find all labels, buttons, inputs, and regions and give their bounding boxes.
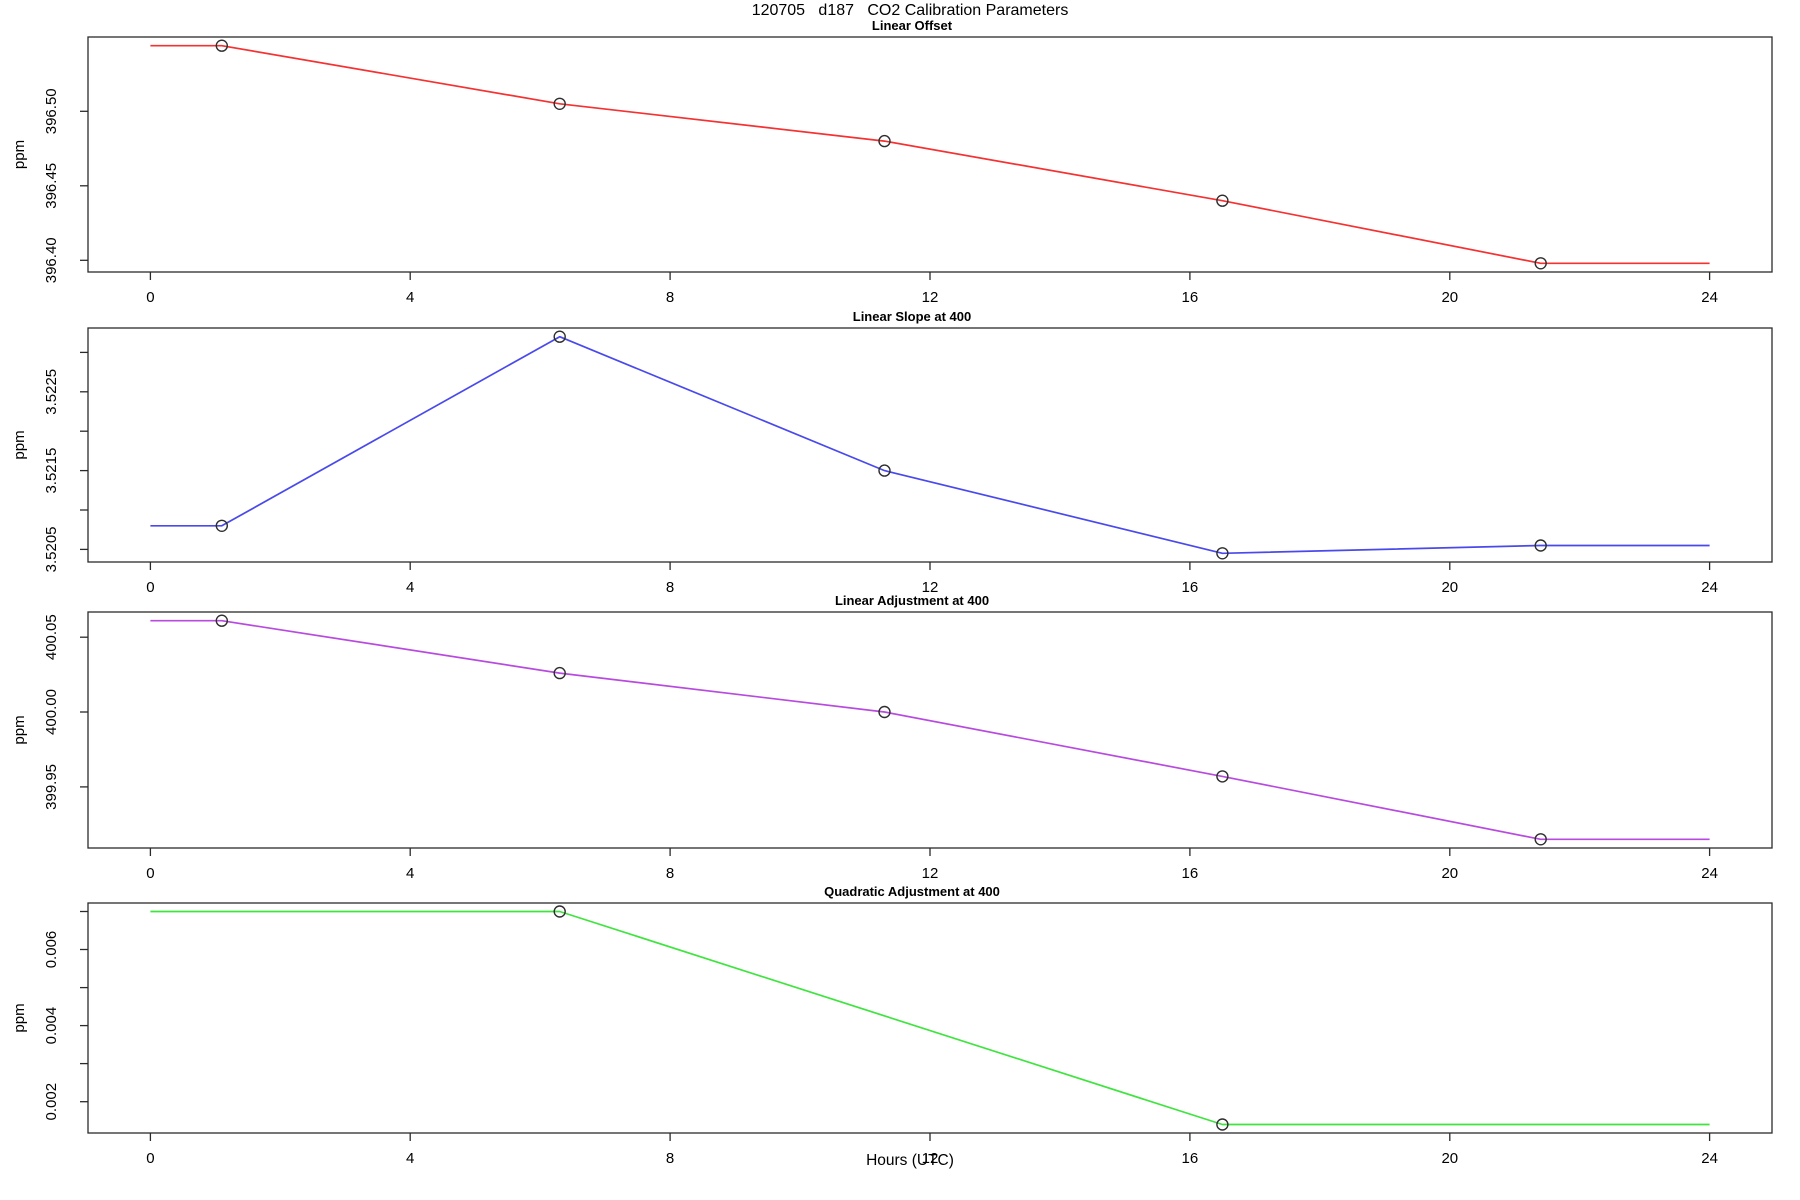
data-line: [150, 619, 1710, 841]
y-tick-label: 0.002: [43, 1083, 60, 1121]
x-tick-label: 4: [406, 865, 414, 882]
x-tick-label: 16: [1182, 289, 1199, 306]
data-point-marker: [215, 614, 229, 627]
data-point-marker: [878, 134, 891, 148]
x-tick-label: 24: [1701, 1150, 1718, 1167]
x-tick-label: 4: [406, 289, 414, 306]
x-tick-label: 20: [1441, 579, 1458, 596]
y-axis-label: ppm: [11, 715, 28, 744]
x-axis-label: Hours (UTC): [866, 1152, 954, 1169]
x-tick-label: 0: [146, 1150, 154, 1167]
x-tick-label: 12: [922, 579, 939, 596]
y-axis-label: ppm: [11, 430, 28, 459]
data-point-marker: [1216, 194, 1229, 207]
y-axis-label: ppm: [11, 1003, 28, 1032]
data-point-marker: [553, 330, 566, 343]
data-point-marker: [553, 97, 566, 111]
data-point-marker: [878, 464, 891, 477]
x-tick-label: 12: [922, 865, 939, 882]
y-tick-label: 396.50: [43, 88, 60, 134]
x-tick-label: 0: [146, 289, 154, 306]
data-line: [150, 335, 1710, 555]
x-tick-label: 24: [1701, 579, 1718, 596]
x-tick-label: 0: [146, 865, 154, 882]
y-tick-label: 3.5215: [43, 448, 60, 494]
panel-border: [87, 611, 1773, 849]
x-tick-label: 20: [1441, 1150, 1458, 1167]
data-point-marker: [1216, 547, 1229, 560]
data-point-marker: [878, 705, 891, 719]
y-tick-label: 3.5225: [43, 369, 60, 415]
panel-border: [87, 327, 1773, 563]
x-tick-label: 20: [1441, 289, 1458, 306]
y-axis-label: ppm: [11, 140, 28, 169]
data-point-marker: [553, 666, 566, 680]
y-tick-label: 400.00: [43, 689, 60, 735]
x-tick-label: 16: [1182, 865, 1199, 882]
y-tick-label: 3.5205: [43, 526, 60, 572]
data-point-marker: [553, 905, 566, 918]
x-tick-label: 4: [406, 1150, 414, 1167]
panel-title: Quadratic Adjustment at 400: [824, 884, 1000, 899]
x-tick-label: 4: [406, 579, 414, 596]
panel-title: Linear Slope at 400: [853, 309, 972, 324]
x-tick-label: 8: [666, 579, 674, 596]
x-tick-label: 20: [1441, 865, 1458, 882]
x-tick-label: 16: [1182, 579, 1199, 596]
x-tick-label: 8: [666, 1150, 674, 1167]
y-tick-label: 399.95: [43, 764, 60, 810]
data-point-marker: [215, 39, 229, 52]
chart-title: 120705 d187 CO2 Calibration Parameters: [751, 2, 1069, 19]
data-point-marker: [1534, 539, 1547, 552]
panel-border: [87, 36, 1773, 273]
x-tick-label: 12: [922, 289, 939, 306]
panel-border: [87, 902, 1773, 1134]
x-tick-label: 16: [1182, 1150, 1199, 1167]
data-point-marker: [215, 519, 229, 532]
data-point-marker: [1216, 770, 1229, 783]
x-tick-label: 24: [1701, 289, 1718, 306]
y-tick-label: 396.45: [43, 163, 60, 209]
x-tick-label: 8: [666, 289, 674, 306]
x-tick-label: 0: [146, 579, 154, 596]
panel-title: Linear Adjustment at 400: [835, 593, 989, 608]
data-line: [150, 44, 1710, 265]
y-tick-label: 0.004: [43, 1007, 60, 1045]
x-tick-label: 12: [922, 1150, 939, 1167]
data-point-marker: [1216, 1118, 1229, 1131]
y-tick-label: 396.40: [43, 237, 60, 283]
x-tick-label: 8: [666, 865, 674, 882]
panel-title: Linear Offset: [872, 18, 953, 33]
y-tick-label: 400.05: [43, 614, 60, 660]
data-point-marker: [1534, 833, 1547, 846]
y-tick-label: 0.006: [43, 931, 60, 969]
data-point-marker: [1534, 257, 1547, 270]
x-tick-label: 24: [1701, 865, 1718, 882]
data-line: [150, 910, 1710, 1126]
